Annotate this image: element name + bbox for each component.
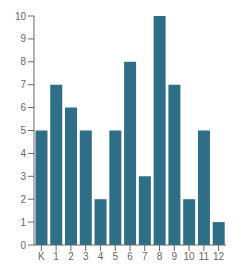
svg-text:7: 7 bbox=[20, 79, 26, 90]
svg-text:9: 9 bbox=[20, 33, 26, 44]
svg-text:10: 10 bbox=[184, 251, 196, 262]
svg-text:2: 2 bbox=[68, 251, 74, 262]
svg-text:6: 6 bbox=[20, 102, 26, 113]
svg-text:3: 3 bbox=[20, 171, 26, 182]
svg-text:2: 2 bbox=[20, 194, 26, 205]
svg-text:5: 5 bbox=[112, 251, 118, 262]
svg-text:4: 4 bbox=[98, 251, 104, 262]
svg-text:7: 7 bbox=[142, 251, 148, 262]
svg-text:K: K bbox=[38, 251, 45, 262]
svg-text:10: 10 bbox=[15, 11, 27, 22]
svg-text:11: 11 bbox=[199, 251, 210, 262]
svg-text:6: 6 bbox=[127, 251, 133, 262]
svg-text:12: 12 bbox=[213, 251, 225, 262]
svg-text:1: 1 bbox=[20, 217, 26, 228]
svg-text:5: 5 bbox=[20, 125, 26, 136]
svg-text:3: 3 bbox=[83, 251, 89, 262]
svg-text:8: 8 bbox=[20, 56, 26, 67]
svg-text:8: 8 bbox=[157, 251, 163, 262]
svg-text:1: 1 bbox=[53, 251, 59, 262]
svg-text:9: 9 bbox=[172, 251, 178, 262]
svg-text:0: 0 bbox=[20, 240, 26, 251]
svg-text:4: 4 bbox=[20, 148, 26, 159]
